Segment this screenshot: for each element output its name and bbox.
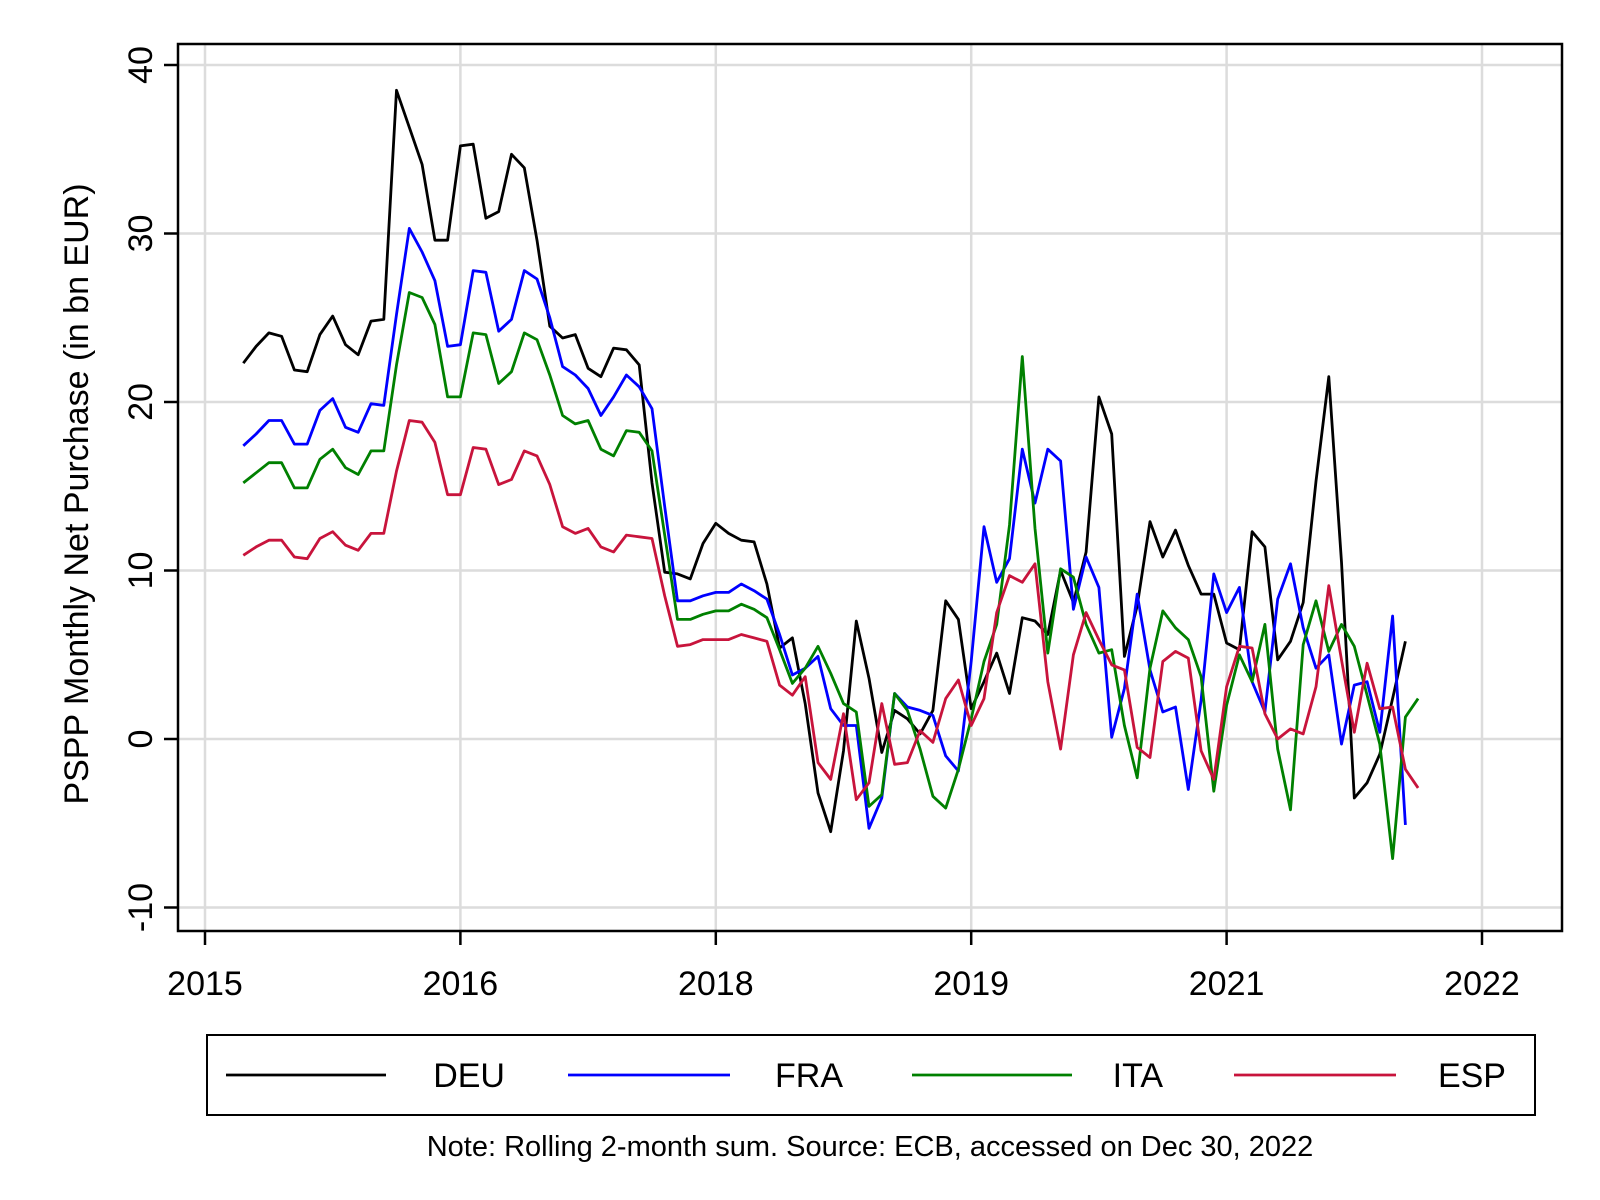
gridlines — [178, 44, 1562, 931]
x-tick-label: 2015 — [167, 965, 243, 1003]
x-tick-label: 2022 — [1444, 965, 1520, 1003]
series-line-fra — [242, 226, 1407, 830]
y-axis-label: PSPP Monthly Net Purchase (in bn EUR) — [58, 183, 96, 804]
chart-note: Note: Rolling 2-month sum. Source: ECB, … — [427, 1131, 1314, 1163]
x-tick-label: 2021 — [1189, 965, 1265, 1003]
x-tick-label: 2016 — [423, 965, 499, 1003]
legend-label-esp: ESP — [1438, 1057, 1506, 1095]
legend-label-ita: ITA — [1113, 1057, 1164, 1095]
y-axis: 40 30 20 10 0 -10 — [122, 46, 178, 932]
legend-label-deu: DEU — [433, 1057, 505, 1095]
y-tick-label: -10 — [122, 883, 160, 932]
legend-label-fra: FRA — [775, 1057, 843, 1095]
y-tick-label: 30 — [122, 215, 160, 253]
series-line-esp — [242, 419, 1420, 802]
legend: DEU FRA ITA ESP — [206, 1034, 1536, 1116]
series-line-ita — [242, 291, 1420, 860]
x-tick-label: 2019 — [933, 965, 1009, 1003]
x-tick-label: 2018 — [678, 965, 754, 1003]
plot-frame — [176, 42, 1564, 933]
y-tick-label: 40 — [122, 46, 160, 84]
y-tick-label: 0 — [122, 730, 160, 749]
series-lines — [242, 88, 1420, 860]
y-tick-label: 20 — [122, 383, 160, 421]
x-axis: 2015 2016 2018 2019 2021 2022 — [167, 931, 1520, 1003]
y-tick-label: 10 — [122, 552, 160, 590]
